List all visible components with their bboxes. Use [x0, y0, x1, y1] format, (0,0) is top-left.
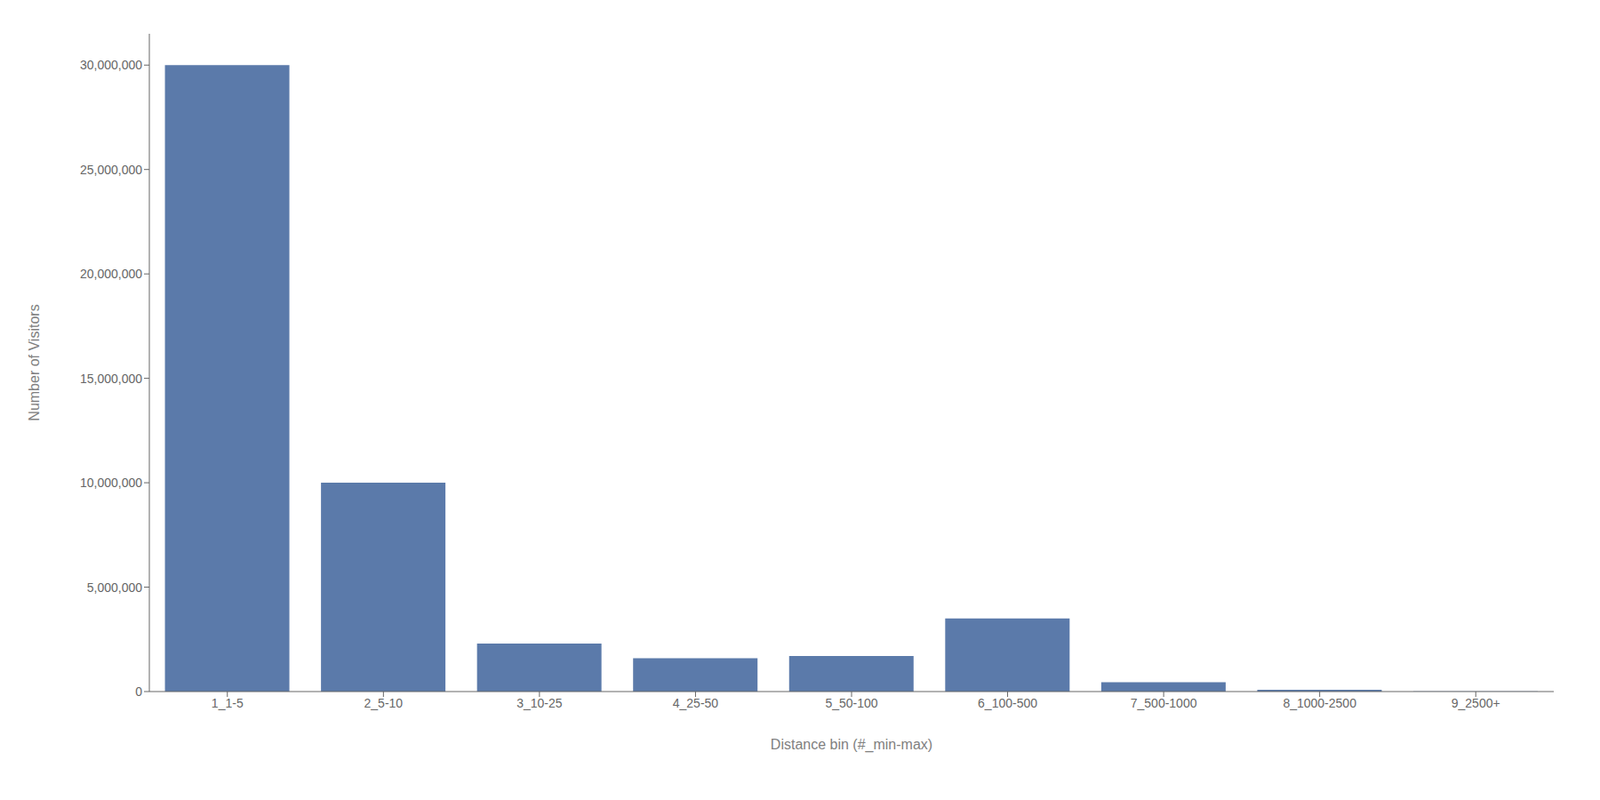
- svg-text:20,000,000: 20,000,000: [80, 266, 143, 281]
- svg-text:2_5-10: 2_5-10: [364, 696, 404, 711]
- svg-text:5_50-100: 5_50-100: [824, 696, 878, 711]
- svg-text:6_100-500: 6_100-500: [977, 696, 1038, 711]
- svg-text:8_1000-2500: 8_1000-2500: [1282, 696, 1357, 711]
- svg-text:7_500-1000: 7_500-1000: [1130, 696, 1198, 711]
- svg-text:Number of Visitors: Number of Visitors: [26, 304, 42, 421]
- svg-text:3_10-25: 3_10-25: [516, 696, 563, 711]
- svg-text:Distance bin (#_min-max): Distance bin (#_min-max): [770, 736, 933, 753]
- svg-text:4_25-50: 4_25-50: [672, 696, 720, 711]
- svg-text:5,000,000: 5,000,000: [87, 580, 143, 595]
- svg-text:1_1-5: 1_1-5: [211, 696, 244, 711]
- svg-text:15,000,000: 15,000,000: [80, 371, 143, 386]
- svg-text:25,000,000: 25,000,000: [80, 162, 143, 177]
- svg-text:0: 0: [135, 684, 143, 699]
- svg-text:10,000,000: 10,000,000: [80, 475, 143, 490]
- svg-text:30,000,000: 30,000,000: [80, 57, 143, 72]
- svg-text:9_2500+: 9_2500+: [1451, 696, 1501, 711]
